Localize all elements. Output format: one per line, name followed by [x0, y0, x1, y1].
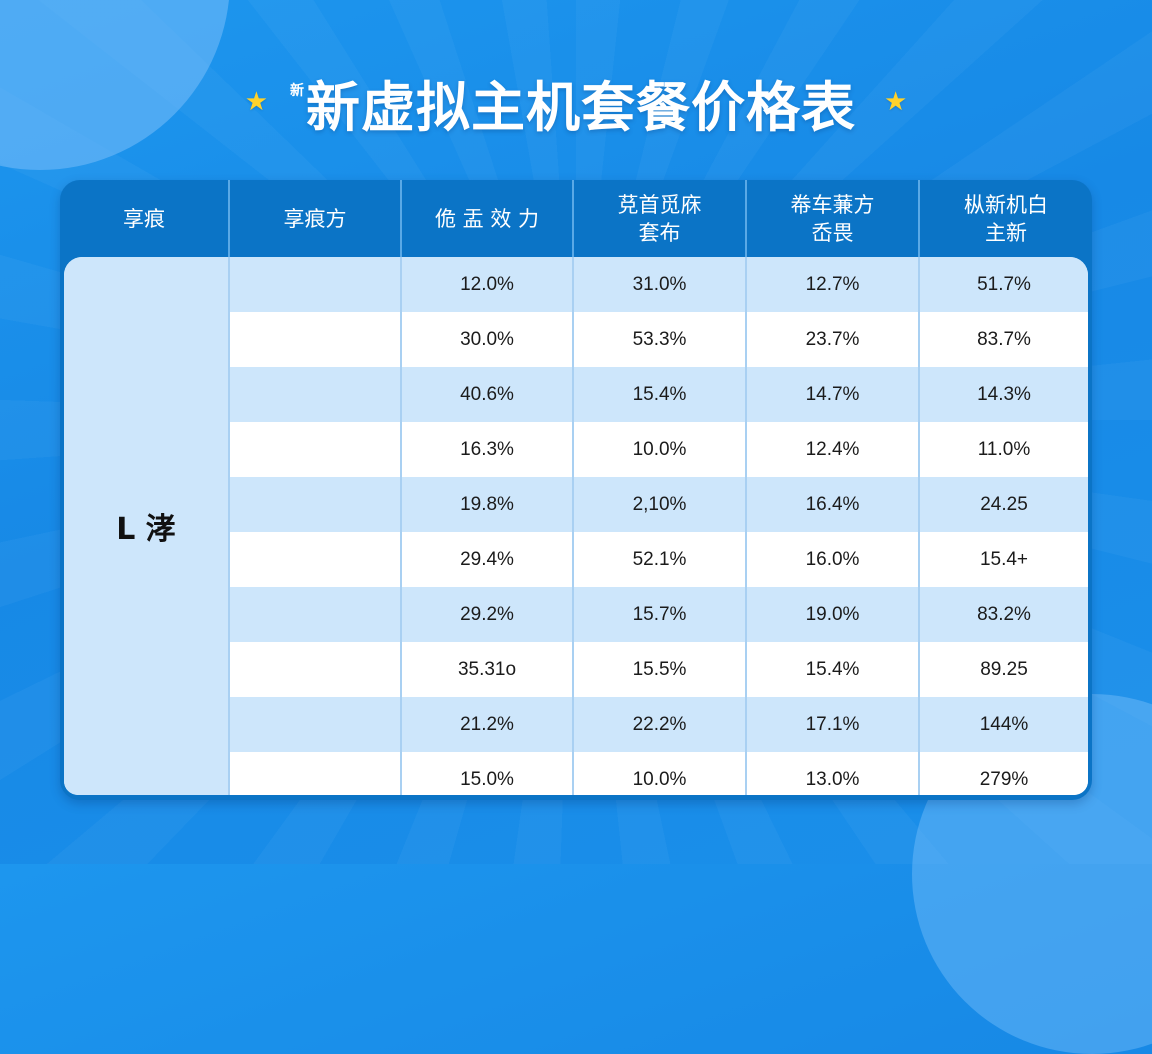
table-cell: 12.4% [745, 422, 918, 477]
title-prefix: 新 [290, 83, 304, 99]
table-cell: 15.4+ [918, 532, 1088, 587]
table-cell [230, 697, 400, 752]
table-cell: 15.4% [572, 367, 745, 422]
table-cell: 30.0% [400, 312, 572, 367]
table-cell: 22.2% [572, 697, 745, 752]
column-header: 享痕 [123, 206, 165, 231]
table-row: 19.8% 2,10% 16.4% 24.25 [230, 477, 1088, 532]
table-cell: 10.0% [572, 422, 745, 477]
table-row: 12.0% 31.0% 12.7% 51.7% [230, 257, 1088, 312]
table-cell: 12.0% [400, 257, 572, 312]
table-cell [230, 532, 400, 587]
star-icon: ★ [884, 87, 908, 117]
table-cell: 53.3% [572, 312, 745, 367]
table-cell [230, 642, 400, 697]
table-cell [230, 312, 400, 367]
table-cell: 15.7% [572, 587, 745, 642]
row-group-label: L 涍 [116, 512, 176, 547]
table-cell [230, 477, 400, 532]
table-cell: 16.3% [400, 422, 572, 477]
table-row: 29.4% 52.1% 16.0% 15.4+ [230, 532, 1088, 587]
table-cell: 16.0% [745, 532, 918, 587]
table-row: 29.2% 15.7% 19.0% 83.2% [230, 587, 1088, 642]
table-cell: 16.4% [745, 477, 918, 532]
price-table: 享痕 享痕方 佹 盂 效 力 莌首觅庥 套布 帣车蒹方 岙畏 枞新机白 主新 L… [60, 180, 1092, 800]
column-header: 枞新机白 主新 [918, 180, 1092, 257]
table-cell: 15.5% [572, 642, 745, 697]
table-row: 35.31o 15.5% 15.4% 89.25 [230, 642, 1088, 697]
table-cell: 17.1% [745, 697, 918, 752]
table-row: 30.0% 53.3% 23.7% 83.7% [230, 312, 1088, 367]
table-cell: 40.6% [400, 367, 572, 422]
table-cell: 2,10% [572, 477, 745, 532]
table-cell [230, 587, 400, 642]
table-header: 享痕 享痕方 佹 盂 效 力 莌首觅庥 套布 帣车蒹方 岙畏 枞新机白 主新 [60, 180, 1092, 257]
table-row: 21.2% 22.2% 17.1% 144% [230, 697, 1088, 752]
table-cell: 83.7% [918, 312, 1088, 367]
table-cell: 12.7% [745, 257, 918, 312]
table-cell [230, 752, 400, 795]
table-cell: 14.3% [918, 367, 1088, 422]
table-cell: 11.0% [918, 422, 1088, 477]
table-row: 16.3% 10.0% 12.4% 11.0% [230, 422, 1088, 477]
table-cell: 89.25 [918, 642, 1088, 697]
table-cell: 144% [918, 697, 1088, 752]
table-rows: 12.0% 31.0% 12.7% 51.7% 30.0% 53.3% 23.7… [230, 257, 1088, 795]
table-cell [230, 422, 400, 477]
title-bar: ★ 新 新虚拟主机套餐价格表 ★ [0, 62, 1152, 142]
table-cell: 279% [918, 752, 1088, 795]
table-cell: 21.2% [400, 697, 572, 752]
table-cell: 29.2% [400, 587, 572, 642]
table-cell [230, 257, 400, 312]
table-cell: 19.0% [745, 587, 918, 642]
table-cell: 51.7% [918, 257, 1088, 312]
table-cell: 14.7% [745, 367, 918, 422]
table-body: L 涍 12.0% 31.0% 12.7% 51.7% 30.0% 53.3% … [64, 257, 1088, 795]
table-row: 40.6% 15.4% 14.7% 14.3% [230, 367, 1088, 422]
row-group-cell: L 涍 [64, 257, 230, 795]
table-cell: 35.31o [400, 642, 572, 697]
table-cell: 23.7% [745, 312, 918, 367]
page-title: 新虚拟主机套餐价格表 [306, 75, 856, 139]
table-cell: 83.2% [918, 587, 1088, 642]
star-icon: ★ [244, 87, 268, 117]
table-cell: 19.8% [400, 477, 572, 532]
column-header: 佹 盂 效 力 [400, 180, 572, 257]
table-row: 15.0% 10.0% 13.0% 279% [230, 752, 1088, 795]
table-cell: 24.25 [918, 477, 1088, 532]
table-cell: 13.0% [745, 752, 918, 795]
table-cell: 15.4% [745, 642, 918, 697]
column-header: 莌首觅庥 套布 [572, 180, 745, 257]
column-header: 享痕方 [228, 180, 400, 257]
table-cell [230, 367, 400, 422]
table-cell: 15.0% [400, 752, 572, 795]
table-cell: 10.0% [572, 752, 745, 795]
table-cell: 52.1% [572, 532, 745, 587]
table-cell: 31.0% [572, 257, 745, 312]
column-header: 帣车蒹方 岙畏 [745, 180, 918, 257]
table-cell: 29.4% [400, 532, 572, 587]
